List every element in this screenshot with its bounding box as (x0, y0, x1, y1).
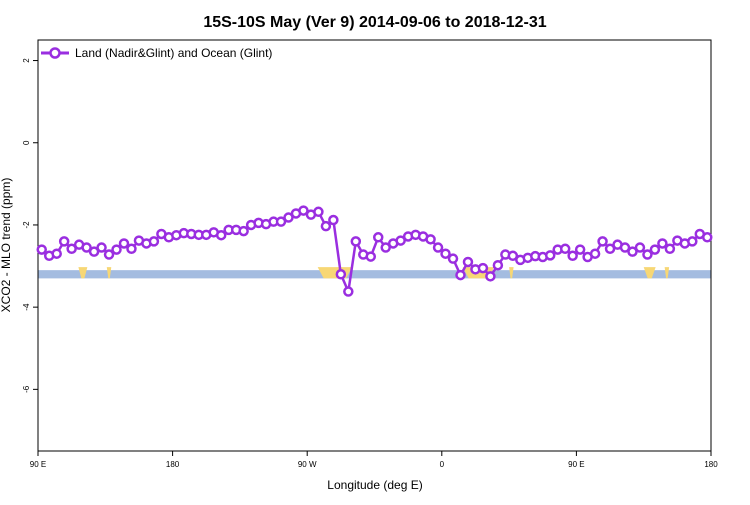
data-point (380, 242, 391, 253)
data-point (462, 256, 474, 268)
data-point (619, 242, 631, 253)
data-point (664, 243, 676, 255)
data-series (36, 205, 713, 297)
plot-frame (37, 39, 712, 452)
coverage-band-fill (317, 267, 353, 279)
x-tick-label: 90 W (298, 460, 317, 469)
data-point (627, 246, 638, 257)
data-point (283, 212, 294, 223)
data-point (215, 229, 227, 241)
y-tick-label: 2 (22, 58, 31, 63)
legend-marker-swatch (49, 47, 61, 59)
y-tick-label: -6 (22, 385, 31, 393)
data-point (432, 242, 444, 253)
axes: 90 E 180 90 W 0 90 E 180 2 0 -2 -4 -6 (22, 39, 718, 469)
data-point (649, 244, 661, 255)
data-point (604, 243, 616, 255)
coverage-band-fill (509, 267, 514, 279)
data-point (328, 214, 339, 226)
data-point (372, 232, 384, 243)
data-point (275, 216, 287, 227)
data-point (88, 246, 100, 257)
data-point (597, 236, 608, 247)
coverage-band-fill (664, 267, 670, 279)
data-point (477, 262, 489, 274)
x-tick-label: 90 E (568, 460, 584, 469)
data-point (559, 243, 571, 255)
data-point (642, 249, 653, 260)
data-point (492, 259, 504, 271)
data-point (544, 250, 556, 261)
x-tick-label: 90 E (30, 460, 46, 469)
y-tick-label: -2 (22, 221, 31, 229)
data-point (298, 205, 309, 216)
coverage-band (38, 267, 711, 279)
coverage-band-base (38, 270, 711, 279)
legend: Land (Nadir&Glint) and Ocean (Glint) (41, 46, 272, 60)
data-point (238, 225, 249, 237)
data-point (574, 244, 586, 255)
data-point (313, 206, 324, 218)
data-point (425, 234, 436, 245)
x-axis-label: Longitude (deg E) (327, 478, 422, 492)
data-point (96, 242, 107, 253)
data-point (111, 244, 122, 255)
data-point (36, 244, 47, 255)
data-point (447, 253, 459, 264)
data-point (702, 232, 713, 243)
y-tick-label: -4 (22, 303, 31, 311)
x-tick-label: 0 (440, 460, 445, 469)
coverage-band-fill (106, 267, 112, 279)
coverage-band-fill (78, 267, 88, 279)
data-point (118, 238, 130, 249)
data-point (440, 248, 451, 259)
y-tick-label: 0 (22, 140, 31, 145)
data-point (343, 286, 354, 297)
data-point (81, 242, 92, 253)
x-tick-label: 180 (704, 460, 718, 469)
data-point (58, 236, 70, 247)
data-point (66, 243, 77, 255)
data-point (51, 248, 62, 259)
y-axis-label: XCO2 - MLO trend (ppm) (0, 178, 13, 313)
data-point (634, 242, 646, 253)
data-point (350, 236, 362, 247)
data-point (103, 249, 115, 260)
data-point (507, 250, 519, 262)
data-point (320, 220, 332, 232)
data-point (657, 238, 668, 249)
x-tick-label: 180 (166, 460, 180, 469)
legend-label: Land (Nadir&Glint) and Ocean (Glint) (75, 46, 272, 60)
data-point (485, 271, 496, 282)
data-point (395, 235, 406, 246)
chart-title: 15S-10S May (Ver 9) 2014-09-06 to 2018-1… (203, 14, 546, 31)
data-point (335, 269, 347, 280)
data-point (365, 251, 377, 262)
data-point (148, 236, 160, 247)
data-point (567, 250, 578, 262)
data-point (126, 243, 137, 255)
coverage-band-fill (643, 267, 656, 279)
data-point (589, 248, 601, 259)
data-point (455, 269, 466, 281)
data-point (687, 236, 698, 247)
